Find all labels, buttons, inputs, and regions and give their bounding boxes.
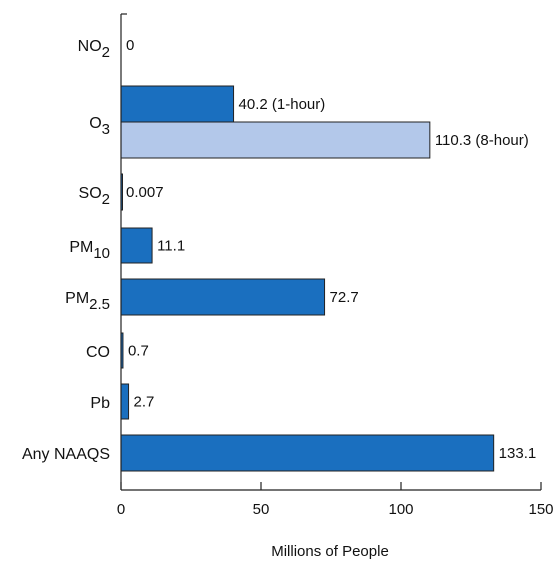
bar-o3-1hour — [120, 85, 235, 123]
value-label: 0.007 — [126, 184, 164, 201]
axes: 0 50 100 150 — [117, 13, 554, 518]
value-label: 11.1 — [157, 238, 185, 255]
category-labels: NO2 O3 SO2 PM10 PM2.5 CO Pb Any NAAQS — [22, 38, 110, 463]
value-label: 110.3 (8-hour) — [435, 132, 529, 149]
x-tick-label: 0 — [117, 501, 125, 518]
value-label: 40.2 (1-hour) — [239, 96, 326, 113]
value-label: 133.1 — [499, 445, 537, 462]
bar-o3-8hour — [120, 121, 431, 159]
category-label: PM2.5 — [65, 290, 110, 313]
x-axis-title: Millions of People — [271, 543, 389, 560]
bars-layer — [120, 85, 495, 472]
value-label: 2.7 — [134, 394, 155, 411]
bar-pm10 — [120, 227, 153, 264]
category-label: Pb — [90, 395, 110, 412]
category-label: SO2 — [79, 185, 110, 208]
value-labels: 0 40.2 (1-hour) 110.3 (8-hour) 0.007 11.1 72.… — [126, 37, 536, 462]
category-label: Any NAAQS — [22, 446, 110, 463]
category-label: O3 — [89, 115, 110, 138]
value-label: 0.7 — [128, 343, 149, 360]
value-label: 0 — [126, 37, 134, 54]
category-label: NO2 — [78, 38, 110, 61]
bar-pb — [120, 383, 130, 420]
bar-pm2-5 — [120, 278, 326, 316]
x-tick-label: 150 — [528, 501, 553, 518]
bar-any-naaqs — [120, 434, 495, 472]
value-label: 72.7 — [330, 289, 359, 306]
x-tick-label: 100 — [388, 501, 413, 518]
x-tick-label: 50 — [253, 501, 270, 518]
category-label: PM10 — [69, 239, 110, 262]
category-label: CO — [86, 344, 110, 361]
